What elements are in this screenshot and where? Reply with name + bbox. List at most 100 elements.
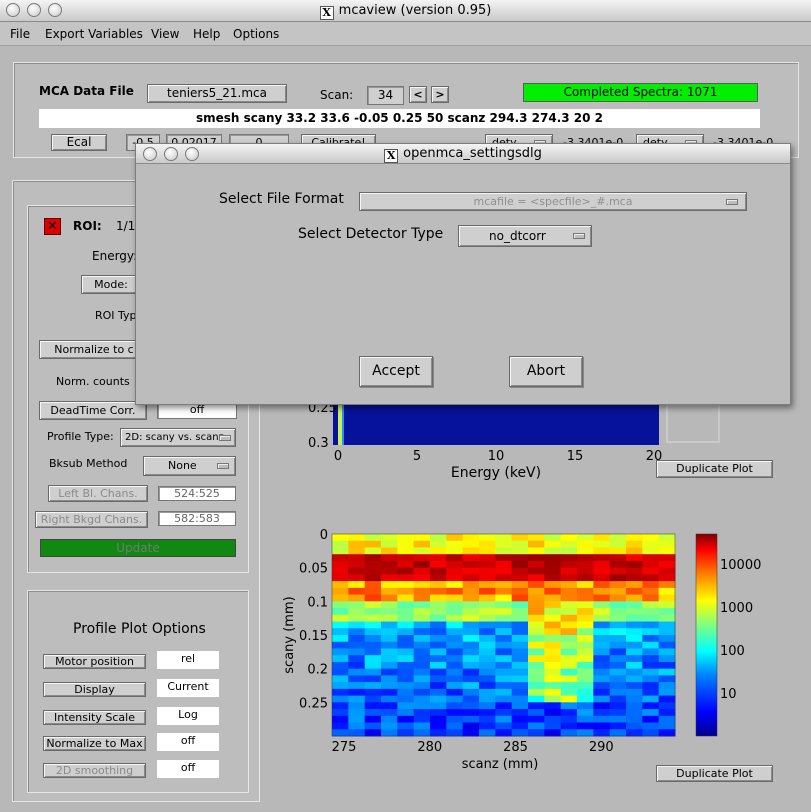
left-bl-chans-value[interactable]: 524:525	[158, 486, 236, 501]
heatmap-cell	[511, 722, 529, 730]
heatmap-cell	[364, 661, 382, 670]
heatmap-cell	[511, 574, 529, 582]
duplicate-spectrum-plot-button[interactable]: Duplicate Plot	[656, 460, 773, 478]
heatmap-cell	[462, 695, 480, 703]
minimize-window-button[interactable]	[27, 3, 41, 17]
heatmap-cell	[609, 709, 627, 717]
update-button[interactable]: Update	[40, 539, 236, 557]
heatmap-cell	[364, 608, 382, 616]
heatmap-cell	[495, 715, 513, 724]
mca-file-button[interactable]: teniers5_21.mca	[147, 84, 287, 103]
heatmap-cell	[430, 560, 447, 569]
next-scan-button[interactable]: >	[431, 86, 449, 103]
heatmap-cell	[495, 540, 513, 548]
heatmap-cell	[544, 661, 562, 670]
heatmap-cell	[626, 675, 643, 683]
prev-scan-button[interactable]: <	[409, 86, 427, 103]
heatmap-cell	[430, 635, 447, 643]
heatmap-cell	[381, 547, 398, 555]
heatmap-cell	[593, 581, 611, 589]
dialog-minimize-button[interactable]	[164, 147, 178, 161]
display-button[interactable]: Display	[43, 682, 146, 697]
mca-file-label: MCA Data File	[39, 84, 134, 98]
heatmap-cell	[348, 722, 366, 730]
heatmap-cell	[642, 675, 660, 683]
heatmap-cell	[528, 702, 545, 710]
heatmap-cell	[609, 648, 627, 656]
heatmap-cell	[577, 641, 594, 649]
heatmap-cell	[397, 635, 415, 643]
heatmap-cell	[462, 574, 480, 582]
heatmap-cell	[626, 635, 643, 643]
scan-number-field[interactable]: 34	[367, 86, 404, 105]
heatmap-cell	[642, 621, 660, 629]
right-bkgd-chans-button[interactable]: Right Bkgd Chans.	[35, 511, 148, 528]
heatmap-cell	[446, 709, 464, 717]
heatmap-cell	[397, 547, 415, 555]
heatmap-cell	[626, 688, 643, 697]
abort-button[interactable]: Abort	[509, 356, 583, 387]
heatmap-cell	[626, 729, 643, 737]
smoothing-2d-button[interactable]: 2D smoothing	[43, 763, 146, 778]
heatmap-cell	[642, 641, 660, 649]
roi-delete-icon[interactable]: ✕	[44, 218, 61, 235]
dialog-close-button[interactable]	[143, 147, 157, 161]
heatmap-cell	[364, 581, 382, 589]
heatmap-cell	[430, 709, 447, 717]
menu-export-variables[interactable]: Export Variables	[45, 27, 143, 41]
heatmap-cell	[593, 702, 611, 710]
duplicate-profile-plot-button[interactable]: Duplicate Plot	[656, 765, 773, 782]
accept-button[interactable]: Accept	[359, 356, 433, 387]
heatmap-cell	[577, 614, 594, 623]
mode-button[interactable]: Mode:	[81, 275, 141, 294]
heatmap-cell	[593, 547, 611, 555]
bksub-method-dropdown[interactable]: None	[143, 456, 236, 476]
heatmap-cell	[381, 709, 398, 717]
heatmap-cell	[609, 554, 627, 562]
heatmap-cell	[430, 621, 447, 629]
heatmap-cell	[658, 729, 676, 737]
close-window-button[interactable]	[6, 3, 20, 17]
ecal-button[interactable]: Ecal	[51, 134, 107, 151]
heatmap-cell	[364, 554, 382, 562]
menu-help[interactable]: Help	[193, 27, 221, 41]
heatmap-cell	[446, 540, 464, 548]
normalize-button[interactable]: Normalize to c	[39, 340, 149, 359]
profile-type-dropdown[interactable]: 2D: scany vs. scanz	[120, 428, 236, 447]
heatmap-cell	[609, 567, 627, 575]
heatmap-cell	[479, 722, 496, 730]
detector-type-dropdown[interactable]: no_dtcorr	[458, 225, 592, 247]
deadtime-corr-button[interactable]: DeadTime Corr.	[39, 401, 147, 420]
file-format-label: Select File Format	[219, 191, 344, 207]
normalize-max-button[interactable]: Normalize to Max	[43, 736, 146, 751]
heatmap-cell	[511, 554, 529, 562]
left-bl-chans-button[interactable]: Left Bl. Chans.	[48, 485, 148, 502]
right-bkgd-chans-value[interactable]: 582:583	[158, 511, 236, 526]
bksub-method-label: Bksub Method	[49, 457, 128, 470]
heatmap-cell	[544, 715, 562, 724]
heatmap-cell	[626, 608, 643, 616]
menu-view[interactable]: View	[151, 27, 180, 41]
zoom-window-button[interactable]	[48, 3, 62, 17]
heatmap-cell	[658, 540, 676, 548]
intensity-scale-button[interactable]: Intensity Scale	[43, 710, 146, 725]
heatmap-cell	[495, 534, 513, 542]
menu-options[interactable]: Options	[233, 27, 280, 41]
heatmap-cell	[560, 540, 578, 548]
heatmap-cell	[413, 702, 431, 710]
heatmap-cell	[511, 715, 529, 724]
dropdown-arrow-icon	[573, 233, 585, 239]
heatmap-cell	[348, 641, 366, 649]
motor-position-button[interactable]: Motor position	[43, 654, 146, 669]
dialog-zoom-button[interactable]	[185, 147, 199, 161]
heatmap-cell	[609, 695, 627, 703]
menu-file[interactable]: File	[10, 27, 31, 41]
heatmap-cell	[626, 560, 643, 569]
heatmap-cell	[332, 534, 349, 542]
file-format-dropdown[interactable]: mcafile = <specfile>_#.mca	[359, 192, 747, 211]
heatmap-cell	[593, 587, 611, 596]
heatmap-cell	[446, 594, 464, 602]
heatmap-cell	[626, 540, 643, 548]
heatmap-cell	[332, 581, 349, 589]
